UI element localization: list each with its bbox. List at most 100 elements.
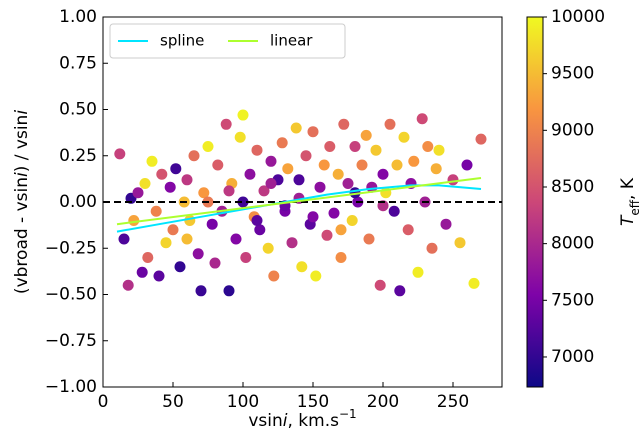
legend-label: linear bbox=[270, 32, 313, 50]
point bbox=[338, 118, 350, 130]
x-axis-label-part: −1 bbox=[339, 407, 357, 421]
x-tick-label: 0 bbox=[98, 392, 109, 412]
point bbox=[391, 159, 403, 171]
point bbox=[265, 178, 277, 189]
colorbar-tick-label: 10000 bbox=[551, 7, 605, 27]
colorbar-tick-label: 7000 bbox=[551, 347, 594, 367]
point bbox=[356, 159, 368, 171]
y-tick-label: 0.75 bbox=[59, 53, 97, 73]
point bbox=[412, 266, 424, 278]
point bbox=[307, 126, 319, 138]
point bbox=[318, 159, 330, 171]
point bbox=[370, 144, 382, 156]
x-tick-label: 250 bbox=[437, 392, 469, 412]
y-tick-label: 0.50 bbox=[59, 100, 97, 120]
point bbox=[440, 218, 452, 230]
y-tick-label: −1.00 bbox=[45, 377, 97, 397]
y-tick-label: 0.00 bbox=[59, 192, 97, 212]
point bbox=[328, 207, 340, 219]
point bbox=[290, 122, 302, 134]
y-tick-label: −0.50 bbox=[45, 285, 97, 305]
point bbox=[223, 185, 235, 197]
point bbox=[384, 118, 396, 130]
y-axis-label: (vbroad - vsini) / vsini bbox=[12, 110, 32, 294]
point bbox=[181, 233, 193, 245]
point bbox=[195, 285, 207, 297]
point bbox=[237, 109, 249, 121]
y-axis-label-part: i bbox=[12, 110, 32, 115]
point bbox=[293, 174, 305, 186]
point bbox=[122, 279, 134, 291]
legend-box bbox=[109, 23, 346, 59]
point bbox=[206, 218, 218, 230]
colorbar-label-part: eff bbox=[628, 199, 642, 215]
point bbox=[265, 155, 277, 167]
point bbox=[454, 237, 466, 249]
point bbox=[346, 215, 358, 226]
point bbox=[408, 155, 420, 167]
colorbar-label-part: , K bbox=[618, 177, 638, 200]
y-axis-label-part: ) / vsin bbox=[12, 115, 32, 173]
point bbox=[156, 168, 168, 180]
point bbox=[223, 285, 235, 297]
point bbox=[321, 229, 333, 241]
point bbox=[230, 233, 242, 245]
x-axis-label-part: vsin bbox=[248, 411, 282, 431]
point bbox=[146, 155, 158, 167]
point bbox=[335, 224, 347, 236]
point bbox=[132, 187, 144, 199]
point bbox=[181, 174, 193, 186]
point bbox=[307, 211, 319, 223]
legend-label: spline bbox=[160, 32, 204, 50]
point bbox=[251, 144, 263, 156]
point bbox=[324, 141, 336, 152]
colorbar-tick-label: 9000 bbox=[551, 120, 594, 140]
point bbox=[167, 224, 179, 236]
fit-line bbox=[116, 176, 482, 226]
point bbox=[198, 187, 210, 199]
point bbox=[164, 181, 176, 193]
point bbox=[128, 215, 140, 226]
y-tick-label: −0.75 bbox=[45, 331, 97, 351]
point bbox=[286, 237, 298, 249]
y-axis-label-part: (vbroad - vsin bbox=[12, 177, 32, 294]
point bbox=[430, 163, 442, 175]
point bbox=[251, 215, 263, 226]
x-tick-label: 100 bbox=[227, 392, 259, 412]
point bbox=[388, 205, 400, 217]
point bbox=[234, 131, 246, 143]
colorbar-label: Teff, K bbox=[618, 177, 642, 226]
y-tick-label: 0.25 bbox=[59, 146, 97, 166]
point bbox=[114, 148, 126, 160]
point bbox=[335, 252, 347, 263]
point bbox=[276, 137, 288, 149]
point bbox=[296, 261, 308, 273]
point bbox=[374, 279, 386, 291]
point bbox=[300, 150, 312, 162]
point bbox=[258, 185, 270, 197]
point bbox=[377, 168, 389, 180]
colorbar-tick-label: 9500 bbox=[551, 64, 594, 84]
colorbar-tick-label: 8500 bbox=[551, 177, 594, 197]
point bbox=[212, 159, 224, 171]
point bbox=[160, 237, 172, 249]
point bbox=[310, 270, 322, 282]
points bbox=[114, 109, 487, 297]
point bbox=[398, 131, 410, 143]
x-tick-label: 150 bbox=[297, 392, 329, 412]
point bbox=[475, 133, 487, 145]
colorbar-tick-label: 8000 bbox=[551, 234, 594, 254]
point bbox=[188, 150, 200, 162]
point bbox=[416, 113, 428, 125]
point bbox=[447, 174, 459, 186]
point bbox=[184, 215, 196, 226]
point bbox=[468, 277, 480, 289]
point bbox=[360, 129, 372, 141]
point bbox=[136, 266, 148, 278]
point bbox=[349, 141, 361, 152]
point bbox=[422, 141, 434, 152]
y-tick-label: −0.25 bbox=[45, 238, 97, 258]
x-tick-label: 50 bbox=[162, 392, 184, 412]
point bbox=[268, 270, 280, 282]
